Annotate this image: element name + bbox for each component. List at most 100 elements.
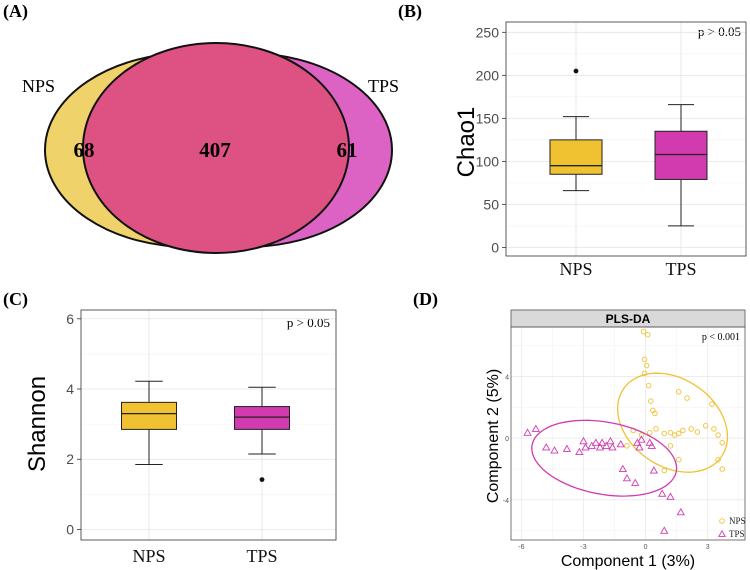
panel-b-ytick-label: 150 <box>476 110 500 126</box>
panel-c-label: (C) <box>3 289 28 310</box>
panel-c-box-tps <box>234 406 290 430</box>
panel-d-point-tps <box>575 447 584 456</box>
panel-d-point-tps <box>602 441 611 449</box>
panel-c-outlier <box>259 477 265 483</box>
panel-b-category-label: TPS <box>665 259 696 279</box>
panel-d-point-nps <box>719 440 725 446</box>
panel-d-point-nps <box>638 432 645 438</box>
panel-b-box-nps <box>549 139 603 175</box>
venn-tps-label: TPS <box>368 76 399 96</box>
panel-d-label: (D) <box>413 289 438 310</box>
panel-d-point-tps <box>657 489 667 497</box>
panel-d-point-tps <box>523 428 532 436</box>
panel-d-point-nps <box>641 356 648 363</box>
panel-d-legend-label-tps: TPS <box>729 529 745 539</box>
panel-d-point-nps <box>715 456 721 463</box>
panel-a: (A) NPS TPS 68 407 61 <box>3 1 399 254</box>
panel-d-point-tps <box>581 443 590 451</box>
panel-d-point-tps <box>616 439 625 448</box>
panel-d-point-tps <box>676 507 685 516</box>
panel-d-point-nps <box>624 443 630 449</box>
panel-d-point-tps <box>649 466 659 474</box>
panel-d-point-tps <box>591 438 601 446</box>
panel-d: (D) PLS-DA Component 1 (3%) Component 2 … <box>413 289 746 570</box>
panel-d-pvalue: p < 0.001 <box>702 332 740 343</box>
panel-d-point-tps <box>635 443 644 451</box>
panel-d-ellipse-tps <box>531 419 678 497</box>
panel-c-ytick-label: 6 <box>66 311 74 327</box>
panel-c-pvalue: p > 0.05 <box>287 315 330 330</box>
panel-d-point-tps <box>562 444 572 452</box>
panel-c-ylabel: Shannon <box>24 376 51 472</box>
panel-d-point-nps <box>667 429 674 436</box>
panel-d-point-tps <box>606 436 615 445</box>
panel-d-point-nps <box>661 467 667 474</box>
panel-d-xtick-label: -6 <box>518 544 524 551</box>
panel-d-point-nps <box>661 430 667 437</box>
panel-d-point-nps <box>702 423 709 429</box>
panel-d-point-nps <box>643 362 650 369</box>
panel-d-ellipse-nps <box>616 372 729 473</box>
panel-d-point-nps <box>652 410 658 417</box>
panel-a-label: (A) <box>3 1 28 22</box>
panel-d-point-tps <box>595 443 605 451</box>
panel-d-point-nps <box>645 382 652 389</box>
panel-b-ytick-label: 250 <box>476 24 500 40</box>
panel-d-point-nps <box>675 389 682 395</box>
panel-b-outlier <box>573 68 579 74</box>
panel-c-ytick-label: 4 <box>66 381 74 397</box>
panel-b-category-label: NPS <box>559 259 592 279</box>
panel-d-point-tps <box>608 443 617 451</box>
venn-overlap-region <box>82 42 350 254</box>
panel-d-point-tps <box>531 424 541 432</box>
panel-d-plot-border <box>510 326 746 541</box>
panel-c-plot-border <box>80 309 337 541</box>
venn-tps-count: 61 <box>337 138 358 162</box>
panel-d-point-nps <box>644 331 651 338</box>
panel-d-point-tps <box>542 443 551 451</box>
panel-b-pvalue: p > 0.05 <box>698 24 741 39</box>
panel-d-point-tps <box>647 441 656 449</box>
panel-d-point-nps <box>719 466 725 472</box>
panel-b-ytick-label: 50 <box>483 196 499 212</box>
panel-d-point-tps <box>622 473 632 482</box>
panel-d-point-nps <box>688 426 694 432</box>
panel-d-point-nps <box>709 401 715 407</box>
panel-c-category-label: NPS <box>132 546 165 566</box>
panel-d-ylabel: Component 2 (5%) <box>485 369 502 503</box>
panel-d-xtick-label: 0 <box>644 544 648 551</box>
panel-d-point-nps <box>675 430 682 437</box>
panel-d-point-tps <box>618 464 627 472</box>
panel-d-point-nps <box>684 395 690 401</box>
panel-d-point-tps <box>666 492 675 500</box>
panel-d-point-tps <box>550 446 559 454</box>
panel-b-plot-border <box>505 21 747 257</box>
panel-d-xtick-label: -3 <box>580 544 586 551</box>
panel-d-point-tps <box>579 436 588 445</box>
panel-d-point-tps <box>660 526 669 534</box>
panel-c-ytick-label: 0 <box>66 521 74 537</box>
panel-d-point-nps <box>680 427 686 434</box>
panel-c-category-label: TPS <box>246 546 277 566</box>
panel-d-ytick-label: 0 <box>505 436 509 443</box>
panel-d-ytick-label: 4 <box>505 374 509 381</box>
panel-d-legend-label-nps: NPS <box>729 516 746 526</box>
panel-b-ytick-label: 0 <box>491 239 499 255</box>
panel-d-xlabel: Component 1 (3%) <box>561 553 695 570</box>
panel-c-ytick-label: 2 <box>66 451 74 467</box>
panel-d-point-nps <box>715 432 721 438</box>
panel-c-box-nps <box>121 401 177 430</box>
panel-d-point-nps <box>694 429 701 435</box>
panel-b: (B) Chao1 p > 0.05 0 50 100 150 200 250 NPS TPS <box>398 1 747 279</box>
panel-d-point-nps <box>648 398 654 404</box>
panel-d-point-nps <box>667 443 674 449</box>
panel-b-label: (B) <box>398 1 422 22</box>
panel-d-legend-marker-tps <box>718 529 726 537</box>
panel-d-point-nps <box>640 328 647 335</box>
panel-d-point-nps <box>675 456 682 463</box>
panel-d-xtick-label: 3 <box>706 544 710 551</box>
panel-d-point-nps <box>646 429 653 436</box>
panel-d-point-tps <box>597 438 607 446</box>
panel-c: (C) Shannon p > 0.05 0 2 4 6 NPS TPS <box>3 289 337 566</box>
